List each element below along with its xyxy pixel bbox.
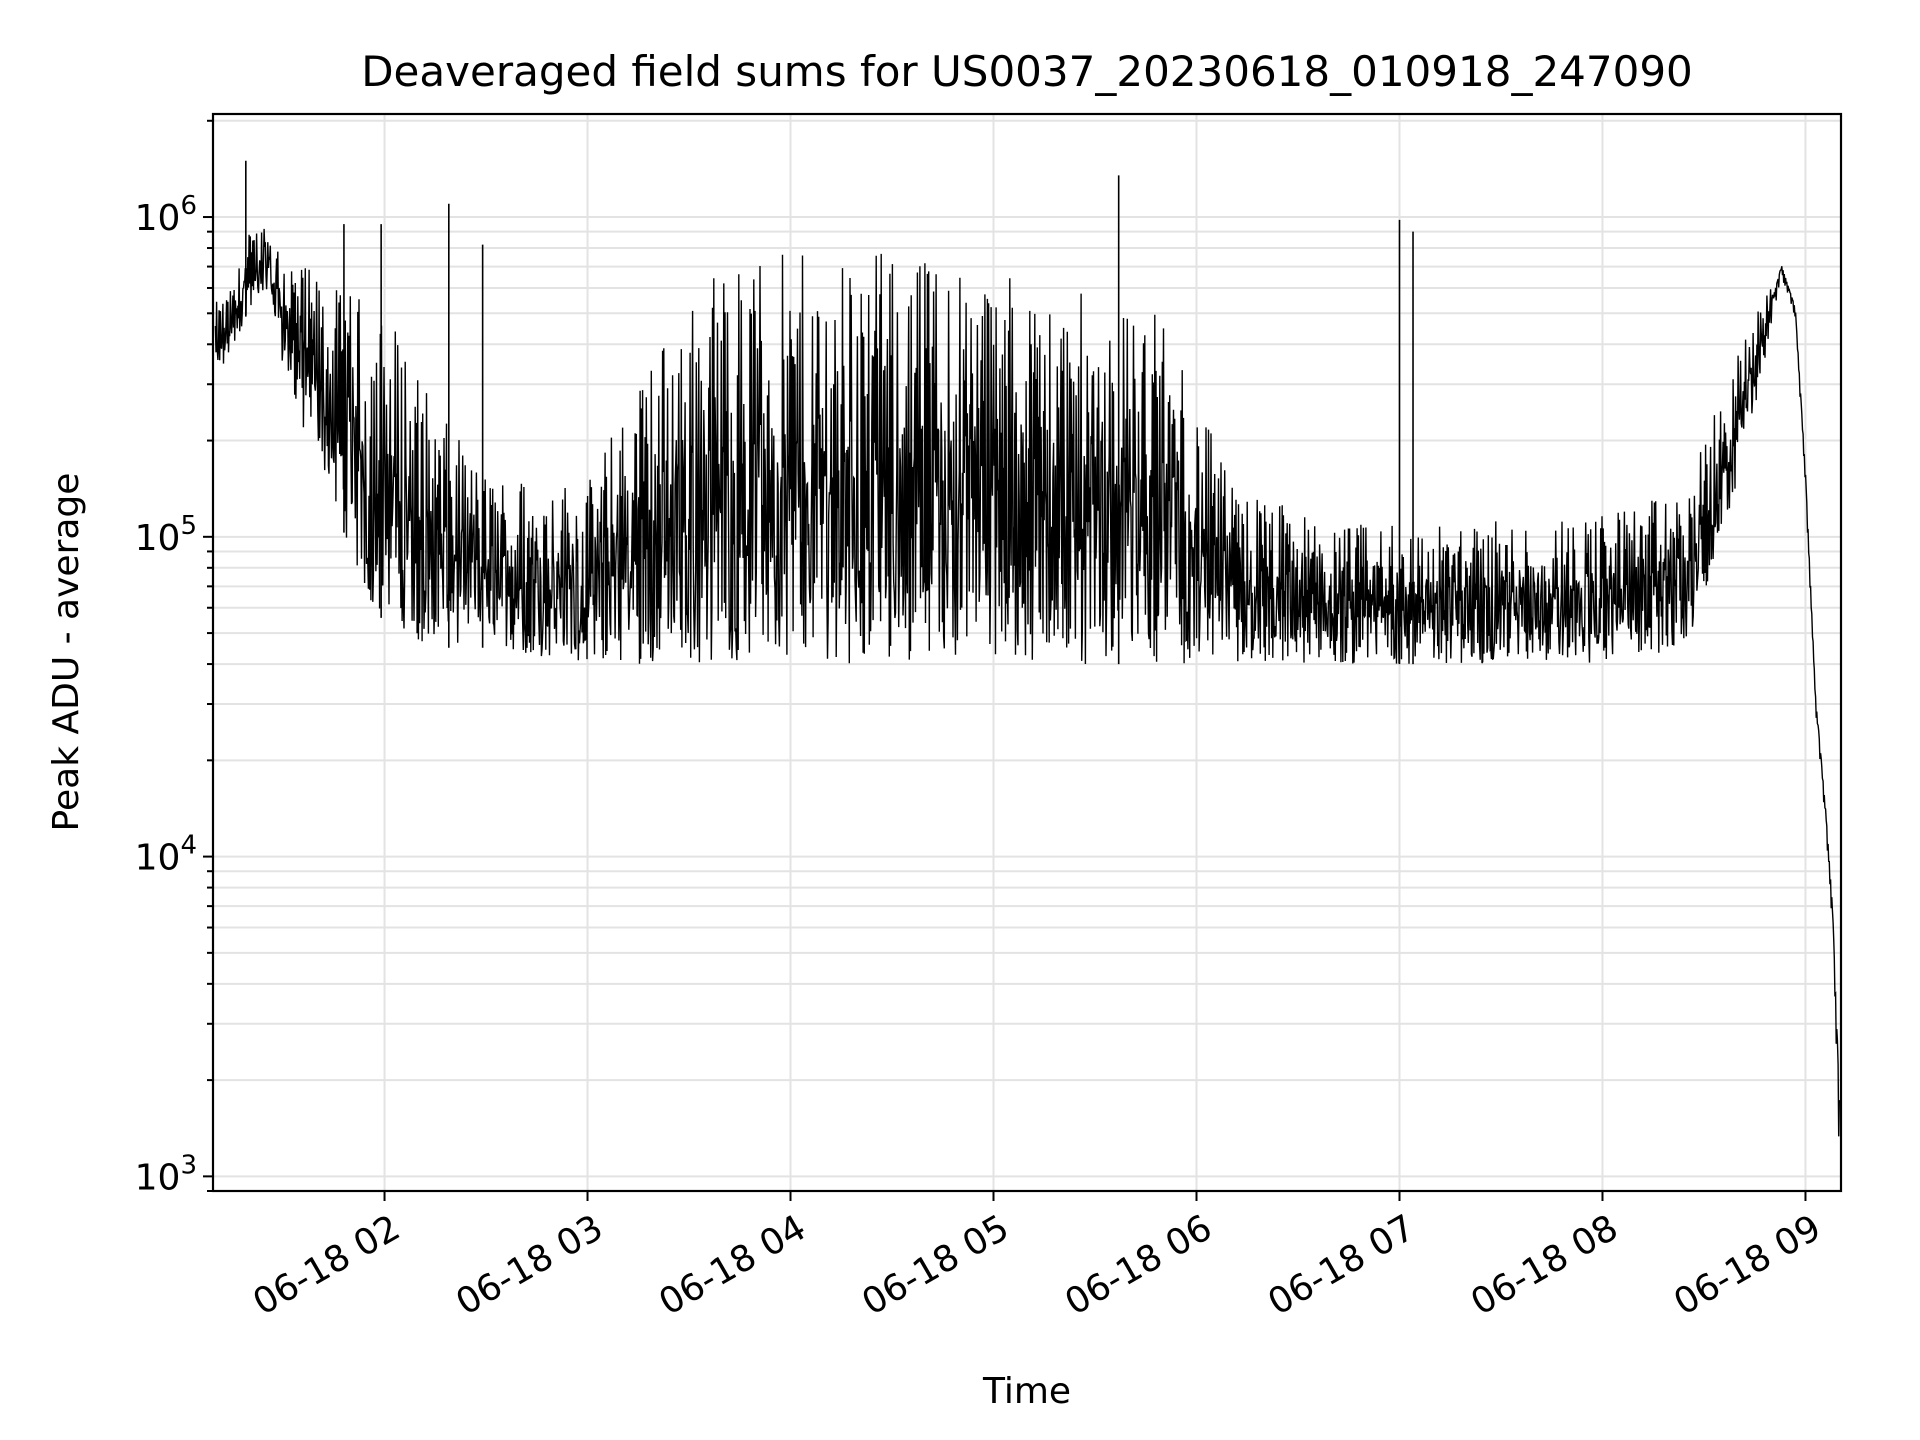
y-tick-label: 104 (135, 831, 197, 879)
y-tick-label: 105 (135, 511, 197, 559)
y-tick-label: 106 (135, 191, 197, 239)
x-tick-label: 06-18 04 (652, 1207, 813, 1323)
x-tick-label: 06-18 09 (1667, 1207, 1828, 1323)
y-axis: 103 104 105 106 (135, 119, 213, 1198)
x-axis: 06-18 02 06-18 03 06-18 04 06-18 05 06-18 06… (246, 1191, 1828, 1324)
x-tick-label: 06-18 06 (1058, 1207, 1219, 1323)
x-tick-label: 06-18 05 (855, 1207, 1016, 1323)
x-axis-label: Time (982, 1371, 1071, 1412)
chart-title: Deaveraged field sums for US0037_2023061… (361, 47, 1693, 96)
plot-frame (211, 112, 1843, 1193)
series-trace (214, 228, 1840, 1137)
y-tick-label: 103 (135, 1150, 197, 1198)
x-tick-label: 06-18 08 (1464, 1207, 1625, 1323)
series-line (214, 160, 1840, 1137)
x-tick-label: 06-18 02 (246, 1207, 407, 1323)
grid (213, 114, 1841, 1192)
x-tick-label: 06-18 07 (1261, 1207, 1422, 1323)
x-tick-label: 06-18 03 (449, 1207, 610, 1323)
y-axis-label: Peak ADU - average (46, 473, 87, 832)
